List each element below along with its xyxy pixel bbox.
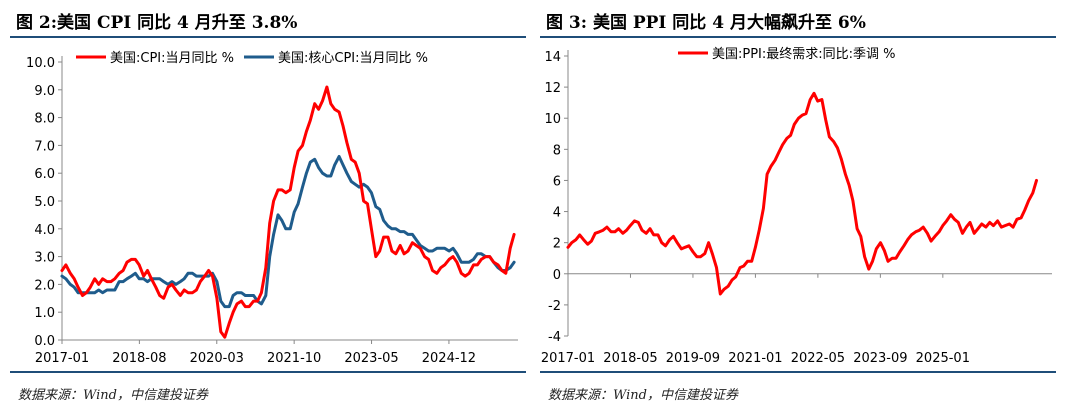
ppi-chart-panel: 图 3: 美国 PPI 同比 4 月大幅飙升至 6% -4 -2 0 2 4 6 8 10 12… xyxy=(540,0,1070,412)
series-line xyxy=(60,85,516,339)
ppi-line-chart: -4 -2 0 2 4 6 8 10 12 14 2017-01 2018-05 2019-09 2021… xyxy=(541,46,1052,366)
data-source-note: 数据来源：Wind，中信建投证券 xyxy=(548,388,738,403)
series-line xyxy=(566,91,1038,296)
title-rule xyxy=(10,36,526,38)
x-tick-label: 2017-01 xyxy=(541,351,595,366)
y-tick-label: 5.0 xyxy=(34,195,55,210)
chart-title: 图 3: 美国 PPI 同比 4 月大幅飙升至 6% xyxy=(546,13,866,33)
x-tick-label: 2023-05 xyxy=(344,351,398,366)
y-tick-label: 0.0 xyxy=(34,334,55,349)
legend-label: 美国:PPI:最终需求:同比:季调 % xyxy=(712,46,896,62)
x-tick-label: 2022-05 xyxy=(791,351,845,366)
x-tick-label: 2024-12 xyxy=(422,351,476,366)
y-tick-label: 1.0 xyxy=(34,306,55,321)
title-rule xyxy=(540,36,1056,38)
legend-label: 美国:CPI:当月同比 % xyxy=(110,51,234,66)
x-tick-label: 2023-09 xyxy=(853,351,907,366)
y-tick-label: 2 xyxy=(553,237,561,252)
y-tick-label: 6 xyxy=(553,174,561,189)
y-tick-label: 10.0 xyxy=(26,56,55,71)
y-tick-label: 14 xyxy=(544,50,561,65)
source-rule xyxy=(10,371,526,373)
y-tick-label: 3.0 xyxy=(34,251,55,266)
cpi-line-chart: 0.0 1.0 2.0 3.0 4.0 5.0 6.0 7.0 8.0 9.0 10.0 2017-0… xyxy=(26,51,518,366)
chart-title: 图 2:美国 CPI 同比 4 月升至 3.8% xyxy=(16,13,298,33)
legend-label: 美国:核心CPI:当月同比 % xyxy=(278,51,428,66)
y-tick-label: 7.0 xyxy=(34,139,55,154)
y-tick-label: 0 xyxy=(553,268,561,283)
y-tick-label: 10 xyxy=(544,112,561,127)
x-tick-label: 2018-08 xyxy=(112,351,166,366)
y-tick-label: 6.0 xyxy=(34,167,55,182)
series-line xyxy=(60,155,516,309)
y-tick-label: 9.0 xyxy=(34,84,55,99)
y-tick-label: 2.0 xyxy=(34,278,55,293)
y-tick-label: 8 xyxy=(553,143,561,158)
y-tick-label: 4 xyxy=(553,206,561,221)
y-tick-label: -4 xyxy=(548,330,561,345)
x-tick-label: 2021-10 xyxy=(267,351,321,366)
y-tick-label: 12 xyxy=(544,81,561,96)
x-tick-label: 2019-09 xyxy=(666,351,720,366)
x-tick-label: 2021-01 xyxy=(728,351,782,366)
source-rule xyxy=(540,371,1056,373)
y-tick-label: -2 xyxy=(548,299,561,314)
x-tick-label: 2018-05 xyxy=(603,351,657,366)
y-tick-label: 8.0 xyxy=(34,112,55,127)
x-tick-label: 2020-03 xyxy=(190,351,244,366)
x-tick-label: 2017-01 xyxy=(35,351,89,366)
x-tick-label: 2025-01 xyxy=(916,351,970,366)
y-tick-label: 4.0 xyxy=(34,223,55,238)
cpi-chart-panel: 图 2:美国 CPI 同比 4 月升至 3.8% 0.0 1.0 2.0 3.0 4.0… xyxy=(10,0,540,412)
data-source-note: 数据来源：Wind，中信建投证券 xyxy=(18,388,208,403)
